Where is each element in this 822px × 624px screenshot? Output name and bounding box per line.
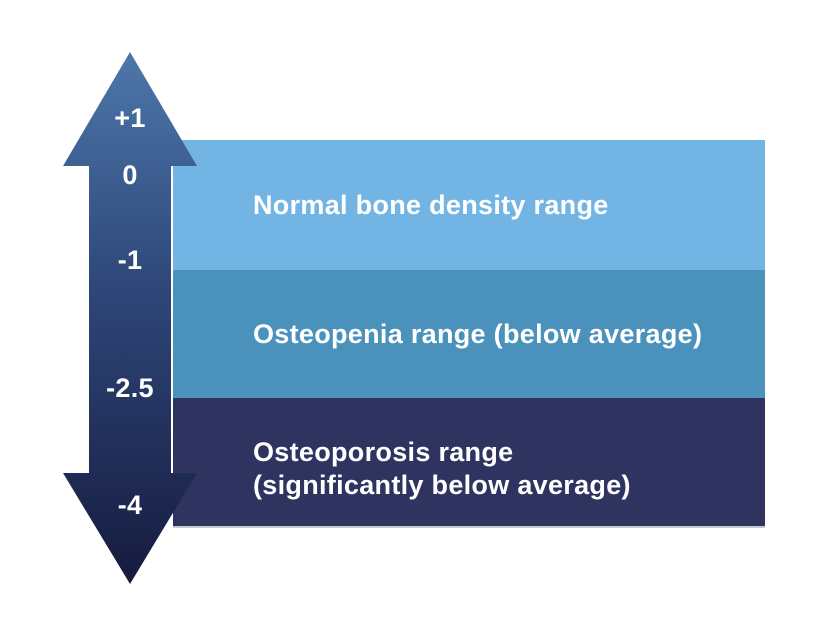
band-osteoporosis-label-line2: (significantly below average) bbox=[253, 470, 631, 500]
scale-tick-minus4: -4 bbox=[117, 490, 143, 520]
scale-tick-zero: 0 bbox=[122, 160, 138, 190]
band-osteoporosis-label: Osteoporosis range (significantly below … bbox=[173, 422, 631, 502]
scale-tick-minus2-5: -2.5 bbox=[106, 373, 154, 403]
band-osteopenia-label: Osteopenia range (below average) bbox=[253, 318, 703, 349]
band-osteoporosis: Osteoporosis range (significantly below … bbox=[173, 398, 765, 526]
band-osteoporosis-label-line1: Osteoporosis range bbox=[253, 437, 514, 467]
band-osteopenia: Osteopenia range (below average) bbox=[173, 270, 765, 398]
scale-tick-plus1: +1 bbox=[114, 103, 146, 133]
band-normal-label: Normal bone density range bbox=[253, 189, 609, 220]
scale-tick-minus1: -1 bbox=[117, 245, 143, 275]
band-normal: Normal bone density range bbox=[173, 140, 765, 270]
